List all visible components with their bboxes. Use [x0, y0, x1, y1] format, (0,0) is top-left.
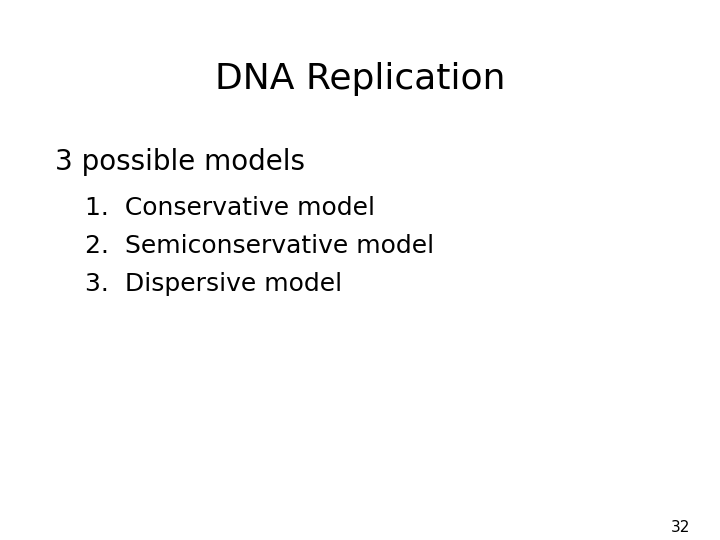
Text: 1.  Conservative model: 1. Conservative model: [85, 196, 375, 220]
Text: 3.  Dispersive model: 3. Dispersive model: [85, 272, 342, 296]
Text: 2.  Semiconservative model: 2. Semiconservative model: [85, 234, 434, 258]
Text: DNA Replication: DNA Replication: [215, 62, 505, 96]
Text: 3 possible models: 3 possible models: [55, 148, 305, 176]
Text: 32: 32: [670, 520, 690, 535]
